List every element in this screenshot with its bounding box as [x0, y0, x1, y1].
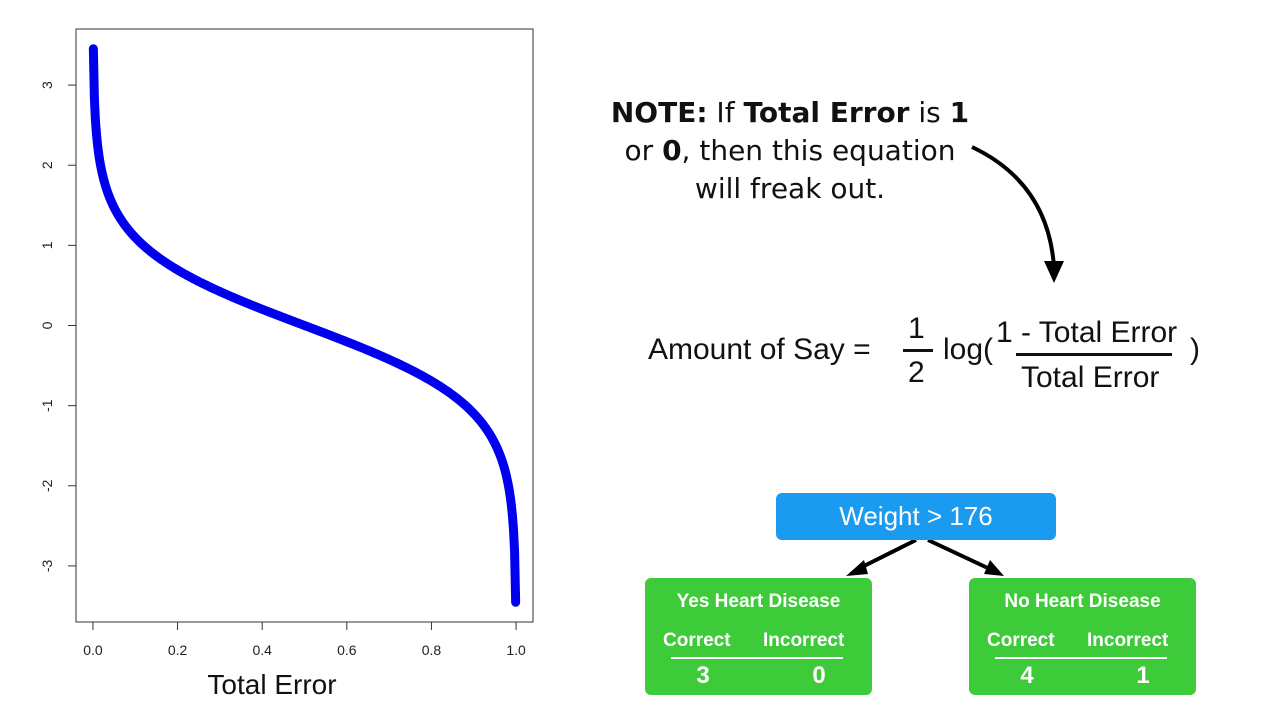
note-then: , then this equation: [681, 134, 956, 167]
incorrect-count: 1: [1136, 662, 1150, 689]
x-tick-label: 0.2: [168, 642, 188, 658]
leaf-divider: [671, 657, 843, 659]
y-tick-label: 1: [39, 241, 55, 249]
tree-arrows: [846, 538, 1004, 576]
root-label: Weight > 176: [839, 501, 993, 531]
x-tick-label: 1.0: [506, 642, 526, 658]
y-tick-label: -1: [39, 399, 55, 412]
note-if: If: [707, 96, 744, 129]
equation-half-denominator: 2: [908, 356, 925, 389]
leaf-title: No Heart Disease: [1004, 591, 1161, 612]
x-tick-label: 0.6: [337, 642, 357, 658]
note-one: 1: [949, 96, 970, 129]
note-freak: will freak out.: [694, 172, 886, 205]
series-line: [88, 44, 521, 607]
half-fraction-bar: [903, 349, 933, 352]
y-tick-label: 2: [39, 161, 55, 169]
correct-count: 3: [696, 662, 710, 689]
note-total-error: Total Error: [743, 96, 910, 129]
note-or: or: [624, 134, 663, 167]
equation-half-numerator: 1: [908, 312, 925, 345]
equation-log: log(: [943, 333, 994, 366]
note-label: NOTE:: [610, 96, 708, 129]
y-tick-label: -3: [39, 559, 55, 572]
note-zero: 0: [662, 134, 682, 167]
tree-root-node: Weight > 176: [776, 493, 1056, 540]
equation-denominator: Total Error: [1021, 361, 1160, 394]
leaf-no-heart-disease: No Heart Disease Correct Incorrect 4 1: [969, 578, 1196, 695]
correct-count: 4: [1020, 662, 1034, 689]
curved-arrow-icon: [971, 145, 1064, 283]
note-text: NOTE: If Total Error is 1 or 0, then thi…: [560, 94, 1020, 208]
x-tick-label: 0.0: [83, 642, 103, 658]
correct-label: Correct: [987, 630, 1055, 651]
x-axis-label: Total Error: [207, 669, 336, 700]
leaf-divider: [995, 657, 1167, 659]
leaf-yes-heart-disease: Yes Heart Disease Correct Incorrect 3 0: [645, 578, 872, 695]
equation-lhs: Amount of Say =: [648, 333, 871, 366]
y-tick-label: 0: [39, 321, 55, 329]
amount-of-say-chart: -3 -2 -1 0 1 2 3 0.0 0.2 0.4 0.6 0.8 1.0 Total Erro…: [39, 28, 534, 700]
equation-numerator: 1 - Total Error: [996, 316, 1178, 349]
y-tick-label: -2: [39, 479, 55, 492]
fraction-bar: [1016, 353, 1172, 356]
equation-close-paren: ): [1190, 333, 1200, 366]
x-tick-label: 0.8: [422, 642, 442, 658]
leaf-title: Yes Heart Disease: [676, 591, 841, 612]
correct-label: Correct: [663, 630, 731, 651]
y-tick-label: 3: [39, 81, 55, 89]
x-tick-label: 0.4: [252, 642, 272, 658]
note-is: is: [909, 96, 950, 129]
incorrect-label: Incorrect: [763, 630, 845, 651]
incorrect-count: 0: [812, 662, 826, 689]
incorrect-label: Incorrect: [1087, 630, 1169, 651]
